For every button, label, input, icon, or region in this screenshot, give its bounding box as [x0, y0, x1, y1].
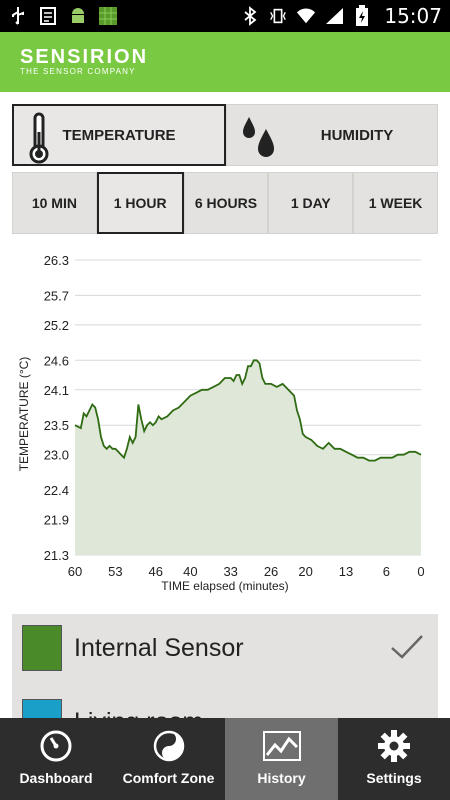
nav-settings-label: Settings	[366, 770, 422, 786]
x-tick-label: 53	[108, 564, 122, 579]
signal-icon	[324, 6, 344, 26]
grid-app-icon	[98, 6, 118, 26]
temperature-history-chart: 26.3 25.7 25.2 24.6 24.1 23.5 23.0 22.4 21.9 21.3…	[17, 253, 425, 593]
brand-logo: SENSIRION	[20, 46, 149, 68]
temperature-tab[interactable]: TEMPERATURE	[12, 104, 226, 166]
x-tick-label: 13	[339, 564, 353, 579]
range-1-week-button[interactable]: 1 WEEK	[353, 172, 438, 234]
app-header: SENSIRION THE SENSOR COMPANY	[0, 32, 450, 92]
y-tick-label: 23.0	[44, 448, 69, 463]
x-tick-label: 6	[383, 564, 390, 579]
y-tick-label: 24.6	[44, 353, 69, 368]
nav-history-label: History	[257, 770, 306, 786]
y-tick-label: 25.7	[44, 288, 69, 303]
vibrate-icon	[268, 6, 288, 26]
x-tick-label: 26	[264, 564, 278, 579]
x-tick-label: 20	[298, 564, 312, 579]
range-1-hour-button[interactable]: 1 HOUR	[96, 172, 184, 234]
checkmark-icon	[390, 634, 424, 665]
temperature-label: TEMPERATURE	[62, 126, 176, 144]
y-tick-label: 24.1	[44, 383, 69, 398]
comfort-zone-icon	[152, 728, 186, 764]
x-tick-label: 46	[148, 564, 162, 579]
water-drops-icon	[239, 111, 279, 166]
x-axis-ticks: 60 53 46 40 33 26 20 13 6 0	[68, 564, 425, 579]
android-icon	[68, 6, 88, 26]
dashboard-gauge-icon	[39, 728, 73, 764]
internal-sensor-swatch	[22, 625, 62, 671]
internal-sensor-label: Internal Sensor	[74, 633, 244, 662]
x-tick-label: 33	[223, 564, 237, 579]
temperature-area	[75, 360, 421, 555]
x-tick-label: 60	[68, 564, 82, 579]
y-tick-label: 25.2	[44, 318, 69, 333]
x-tick-label: 0	[417, 564, 424, 579]
x-tick-label: 40	[183, 564, 197, 579]
range-1-day-button[interactable]: 1 DAY	[268, 172, 354, 234]
range-10-min-button[interactable]: 10 MIN	[12, 172, 97, 234]
x-axis-label: TIME elapsed (minutes)	[161, 579, 288, 593]
thermometer-icon	[26, 112, 52, 169]
battery-icon	[352, 5, 372, 26]
y-axis-ticks: 26.3 25.7 25.2 24.6 24.1 23.5 23.0 22.4 21.9 21.3	[44, 253, 69, 563]
humidity-label: HUMIDITY	[320, 126, 394, 144]
temperature-line	[74, 359, 422, 462]
bottom-navigation: Dashboard Comfort Zone History	[0, 718, 450, 800]
nav-settings[interactable]: Settings	[338, 718, 450, 800]
nav-comfort-zone[interactable]: Comfort Zone	[112, 718, 225, 800]
humidity-tab[interactable]: HUMIDITY	[226, 104, 438, 166]
usb-icon	[8, 6, 28, 26]
time-range-selector: 10 MIN 1 HOUR 6 HOURS 1 DAY 1 WEEK	[12, 172, 438, 234]
nav-comfort-zone-label: Comfort Zone	[122, 770, 215, 786]
y-axis-label: TEMPERATURE (°C)	[17, 357, 31, 472]
nav-dashboard[interactable]: Dashboard	[0, 718, 112, 800]
y-tick-label: 21.9	[44, 513, 69, 528]
legend-item-internal-sensor[interactable]: Internal Sensor	[12, 614, 438, 682]
y-tick-label: 22.4	[44, 483, 69, 498]
sensor-type-toggle: TEMPERATURE HUMIDITY	[12, 104, 438, 166]
sim-card-icon	[38, 6, 58, 26]
y-tick-label: 21.3	[44, 548, 69, 563]
brand-tagline: THE SENSOR COMPANY	[20, 67, 136, 76]
bluetooth-icon	[240, 6, 260, 26]
range-6-hours-button[interactable]: 6 HOURS	[183, 172, 269, 234]
nav-dashboard-label: Dashboard	[19, 770, 93, 786]
status-bar: 15:07	[0, 0, 450, 32]
status-time: 15:07	[384, 4, 442, 28]
y-tick-label: 26.3	[44, 253, 69, 268]
gear-icon	[377, 728, 411, 764]
wifi-icon	[296, 6, 316, 26]
nav-history[interactable]: History	[225, 718, 338, 800]
history-chart-icon	[262, 728, 301, 764]
y-tick-label: 23.5	[44, 418, 69, 433]
